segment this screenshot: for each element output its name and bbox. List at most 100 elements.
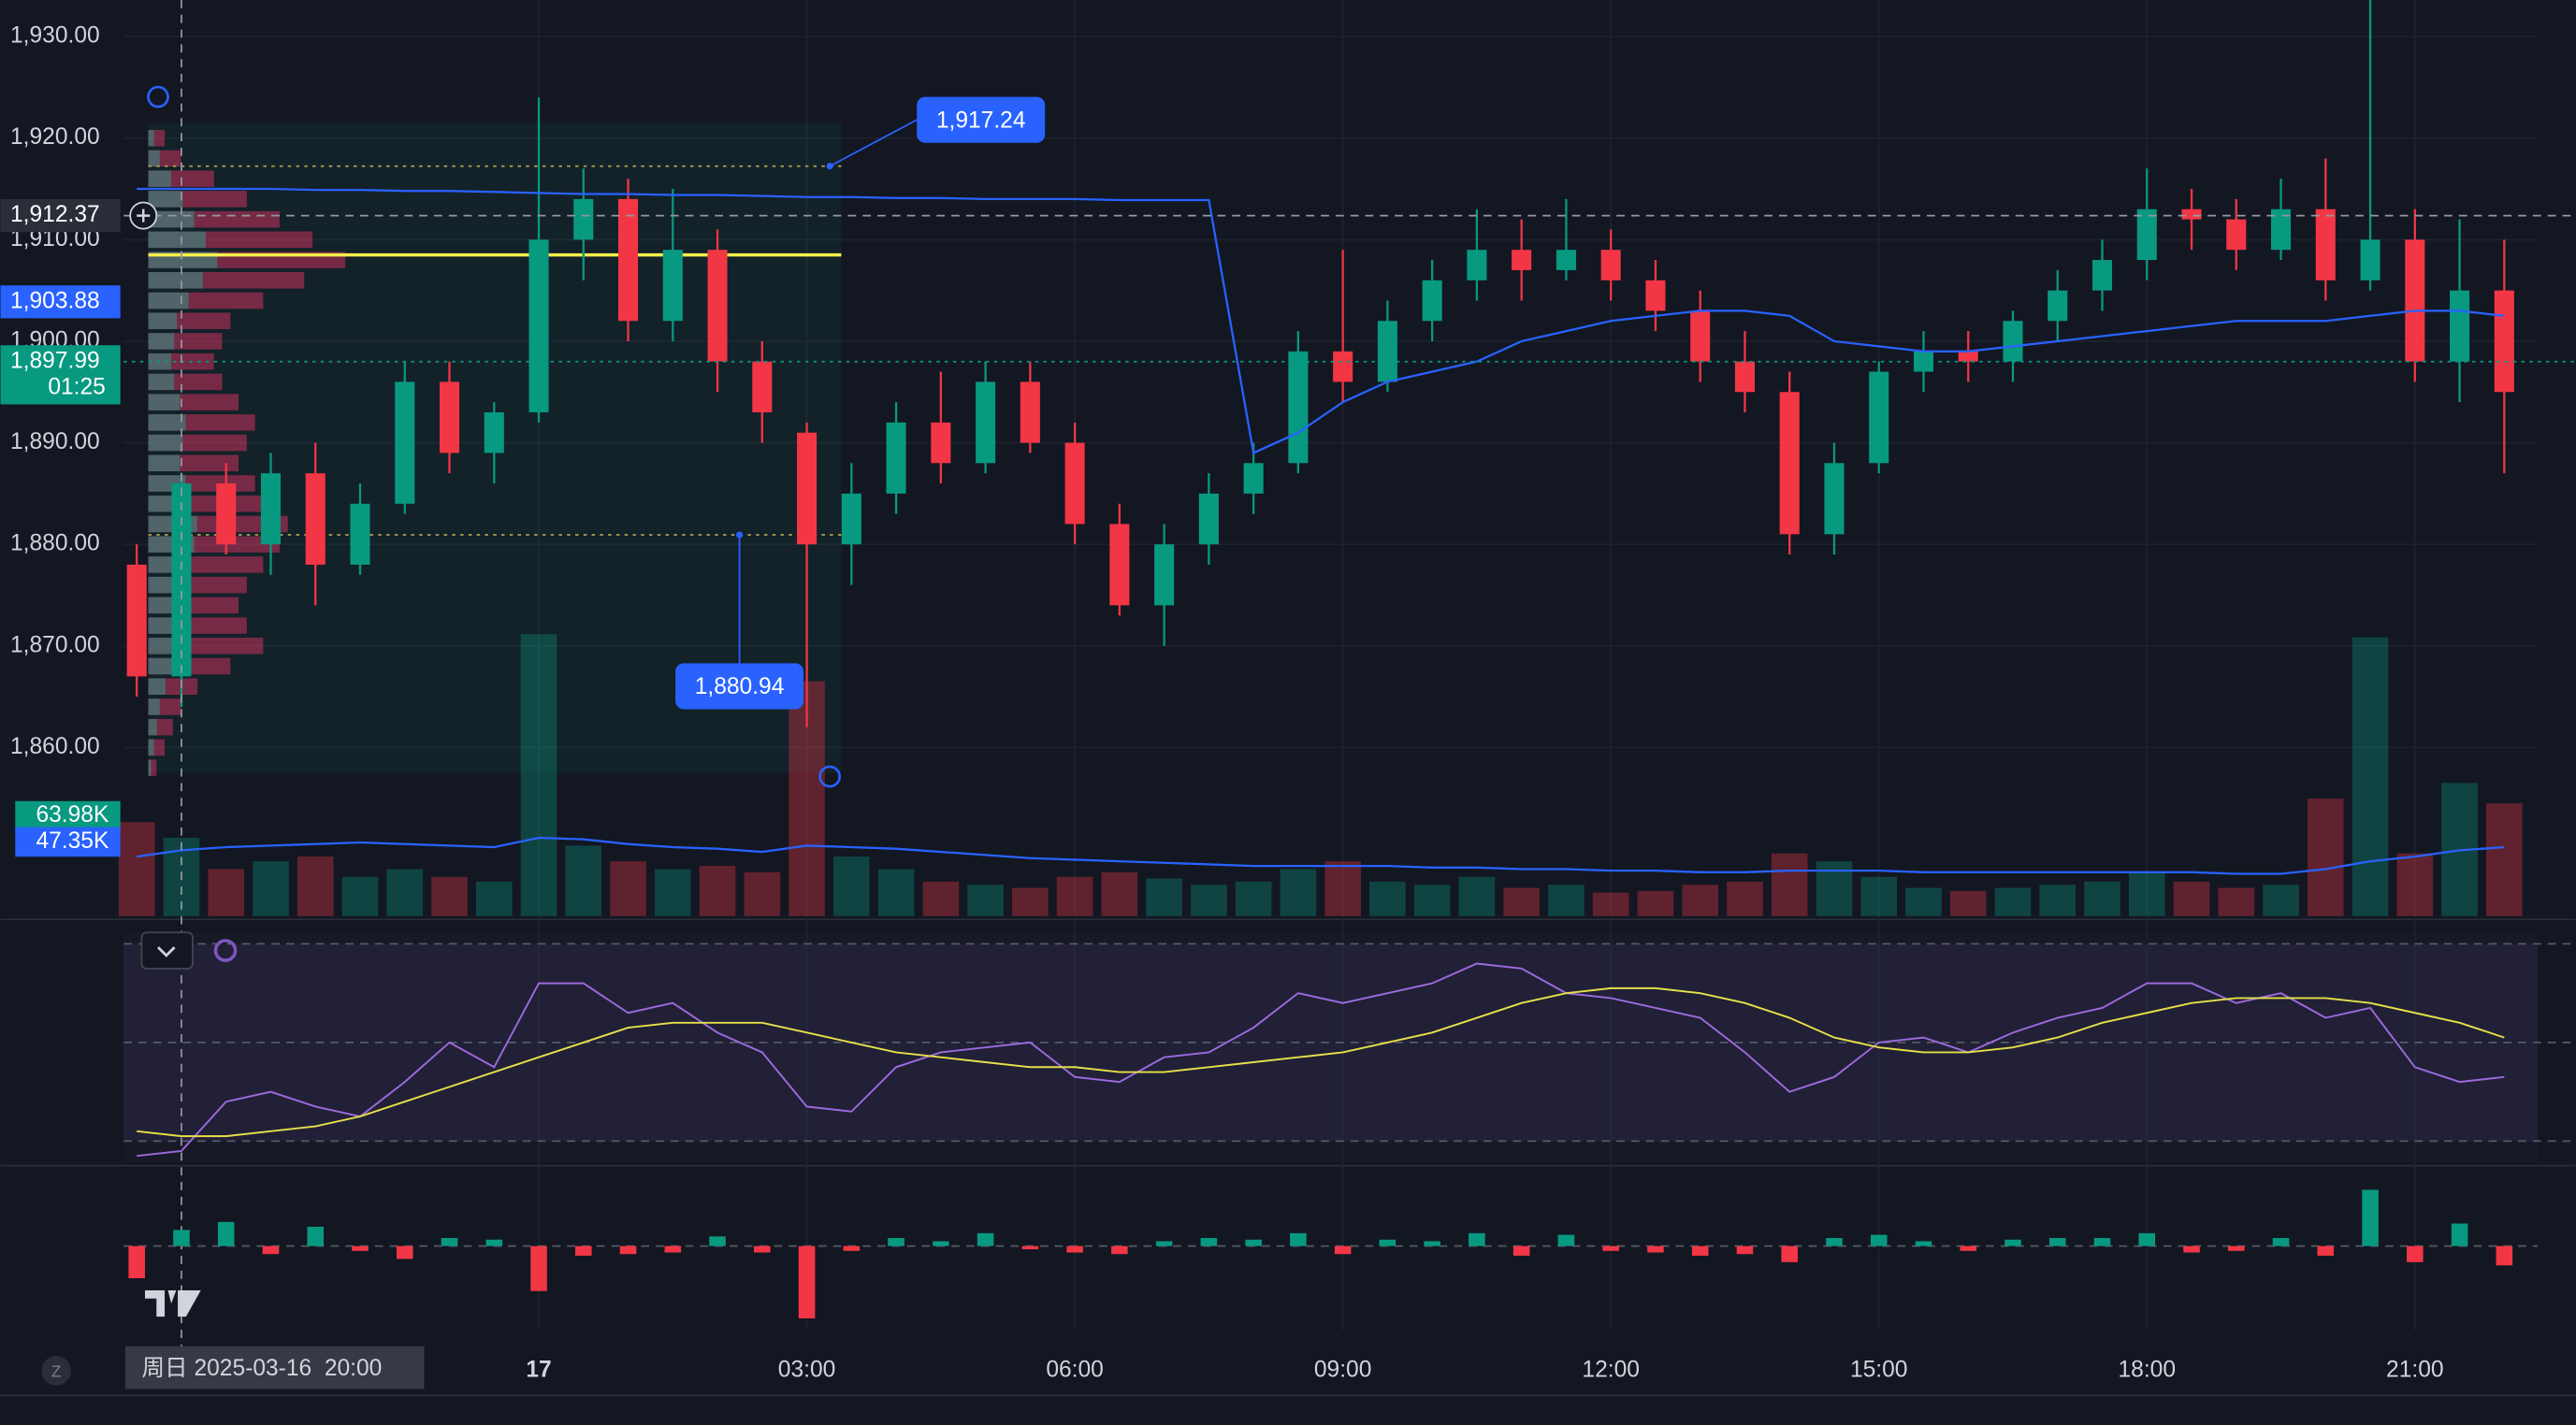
price-tag-label: 1,903.88 xyxy=(10,288,100,313)
profile-bar-up xyxy=(148,414,186,431)
cursor-time-label: 周日 2025-03-16 20:00 xyxy=(141,1356,382,1381)
volume-bar xyxy=(1413,885,1451,916)
histogram-bar xyxy=(1334,1245,1352,1255)
volume-bar xyxy=(2039,885,2077,916)
candle-body xyxy=(752,361,773,412)
x-tick-label: 09:00 xyxy=(1314,1358,1372,1383)
candle-body xyxy=(2360,239,2381,281)
histogram-bar xyxy=(754,1245,771,1253)
histogram-bar xyxy=(1424,1241,1440,1246)
histogram-bar xyxy=(1200,1238,1218,1246)
volume-tag-label: 47.35K xyxy=(36,828,109,854)
zoom-button[interactable] xyxy=(41,1356,71,1386)
profile-bar-up xyxy=(148,170,172,187)
candle-body xyxy=(484,411,504,453)
candle-body xyxy=(1869,371,1889,464)
histogram-bar xyxy=(1647,1245,1664,1253)
profile-bar-up xyxy=(148,373,175,391)
collapse-button[interactable] xyxy=(140,931,194,970)
y-tick-label: 1,870.00 xyxy=(10,632,100,657)
x-tick-label: 03:00 xyxy=(778,1358,836,1383)
histogram-bar xyxy=(977,1232,994,1246)
volume-bar xyxy=(1146,878,1182,916)
profile-bar xyxy=(148,414,255,431)
annotation-label: 1,880.94 xyxy=(695,674,785,699)
volume-bar xyxy=(610,861,646,916)
profile-bar-up xyxy=(148,698,160,715)
candle-body xyxy=(1512,250,1532,270)
histogram-bar xyxy=(530,1245,547,1291)
profile-bar xyxy=(148,373,223,391)
histogram-bar xyxy=(2004,1239,2021,1246)
candle-body xyxy=(618,198,639,322)
profile-bar-up xyxy=(148,759,152,776)
logo xyxy=(144,1290,201,1317)
profile-bar xyxy=(148,739,166,756)
candle-body xyxy=(1422,280,1442,322)
candle-body xyxy=(1556,250,1576,270)
profile-bar-up xyxy=(148,312,178,330)
profile-bar xyxy=(148,150,181,167)
volume-bar xyxy=(1592,892,1629,916)
volume-bar xyxy=(967,885,1004,916)
profile-bar xyxy=(148,454,239,472)
profile-bar xyxy=(148,434,247,452)
price-tag xyxy=(0,345,121,405)
histogram-bar xyxy=(1602,1245,1619,1251)
profile-bar xyxy=(148,759,157,776)
volume-bar xyxy=(1548,885,1585,916)
histogram-bar xyxy=(396,1245,413,1259)
histogram-bar xyxy=(1155,1241,1173,1246)
volume-bar xyxy=(297,856,334,916)
histogram-bar xyxy=(709,1236,726,1246)
volume-bar xyxy=(699,866,736,916)
candle-body xyxy=(2494,290,2514,393)
profile-bar xyxy=(148,394,239,410)
volume-bar xyxy=(2352,637,2389,916)
candle-body xyxy=(1824,463,1845,535)
profile-bar-up xyxy=(148,231,206,249)
profile-bar-up xyxy=(148,718,157,736)
volume-bar xyxy=(1949,890,1987,916)
profile-bar-up xyxy=(148,678,166,696)
profile-bar xyxy=(148,231,313,249)
candle-body xyxy=(1467,250,1487,281)
x-tick-label: 17 xyxy=(526,1358,551,1383)
profile-bar-up xyxy=(148,333,175,350)
profile-bar xyxy=(148,718,173,736)
volume-bar xyxy=(2218,887,2255,916)
ma-line xyxy=(137,187,2505,455)
histogram-bar xyxy=(2407,1245,2424,1262)
x-tick-label: 15:00 xyxy=(1850,1358,1908,1383)
histogram-bar xyxy=(1557,1234,1575,1246)
histogram-bar xyxy=(933,1241,949,1246)
profile-bar-up xyxy=(148,292,189,309)
profile-bar-up xyxy=(148,657,178,675)
candle-body xyxy=(2270,209,2292,251)
volume-bar xyxy=(2486,803,2523,916)
candle-body xyxy=(2136,209,2157,261)
y-tick-label: 1,860.00 xyxy=(10,734,100,759)
y-tick-label: 1,890.00 xyxy=(10,429,100,454)
histogram-bar xyxy=(173,1230,190,1246)
histogram-bar xyxy=(1066,1245,1083,1253)
profile-bar xyxy=(148,312,231,330)
volume-bar xyxy=(565,845,602,916)
volume-bar xyxy=(2396,853,2434,916)
histogram-bar xyxy=(441,1238,458,1246)
candle-body xyxy=(976,381,996,464)
profile-bar-up xyxy=(148,739,154,756)
indicator-icon[interactable] xyxy=(213,939,238,962)
candle-body xyxy=(1779,392,1800,535)
x-tick-label: 06:00 xyxy=(1046,1358,1104,1383)
profile-bar xyxy=(148,333,223,350)
volume-bar xyxy=(1994,887,2032,916)
x-tick-label: 21:00 xyxy=(2386,1358,2444,1383)
volume-tag xyxy=(15,827,121,857)
plus-icon xyxy=(137,209,151,223)
histogram-bar xyxy=(1290,1232,1307,1246)
candle-body xyxy=(350,503,370,565)
histogram-bar xyxy=(2183,1245,2200,1253)
candle-body xyxy=(2003,321,2023,362)
